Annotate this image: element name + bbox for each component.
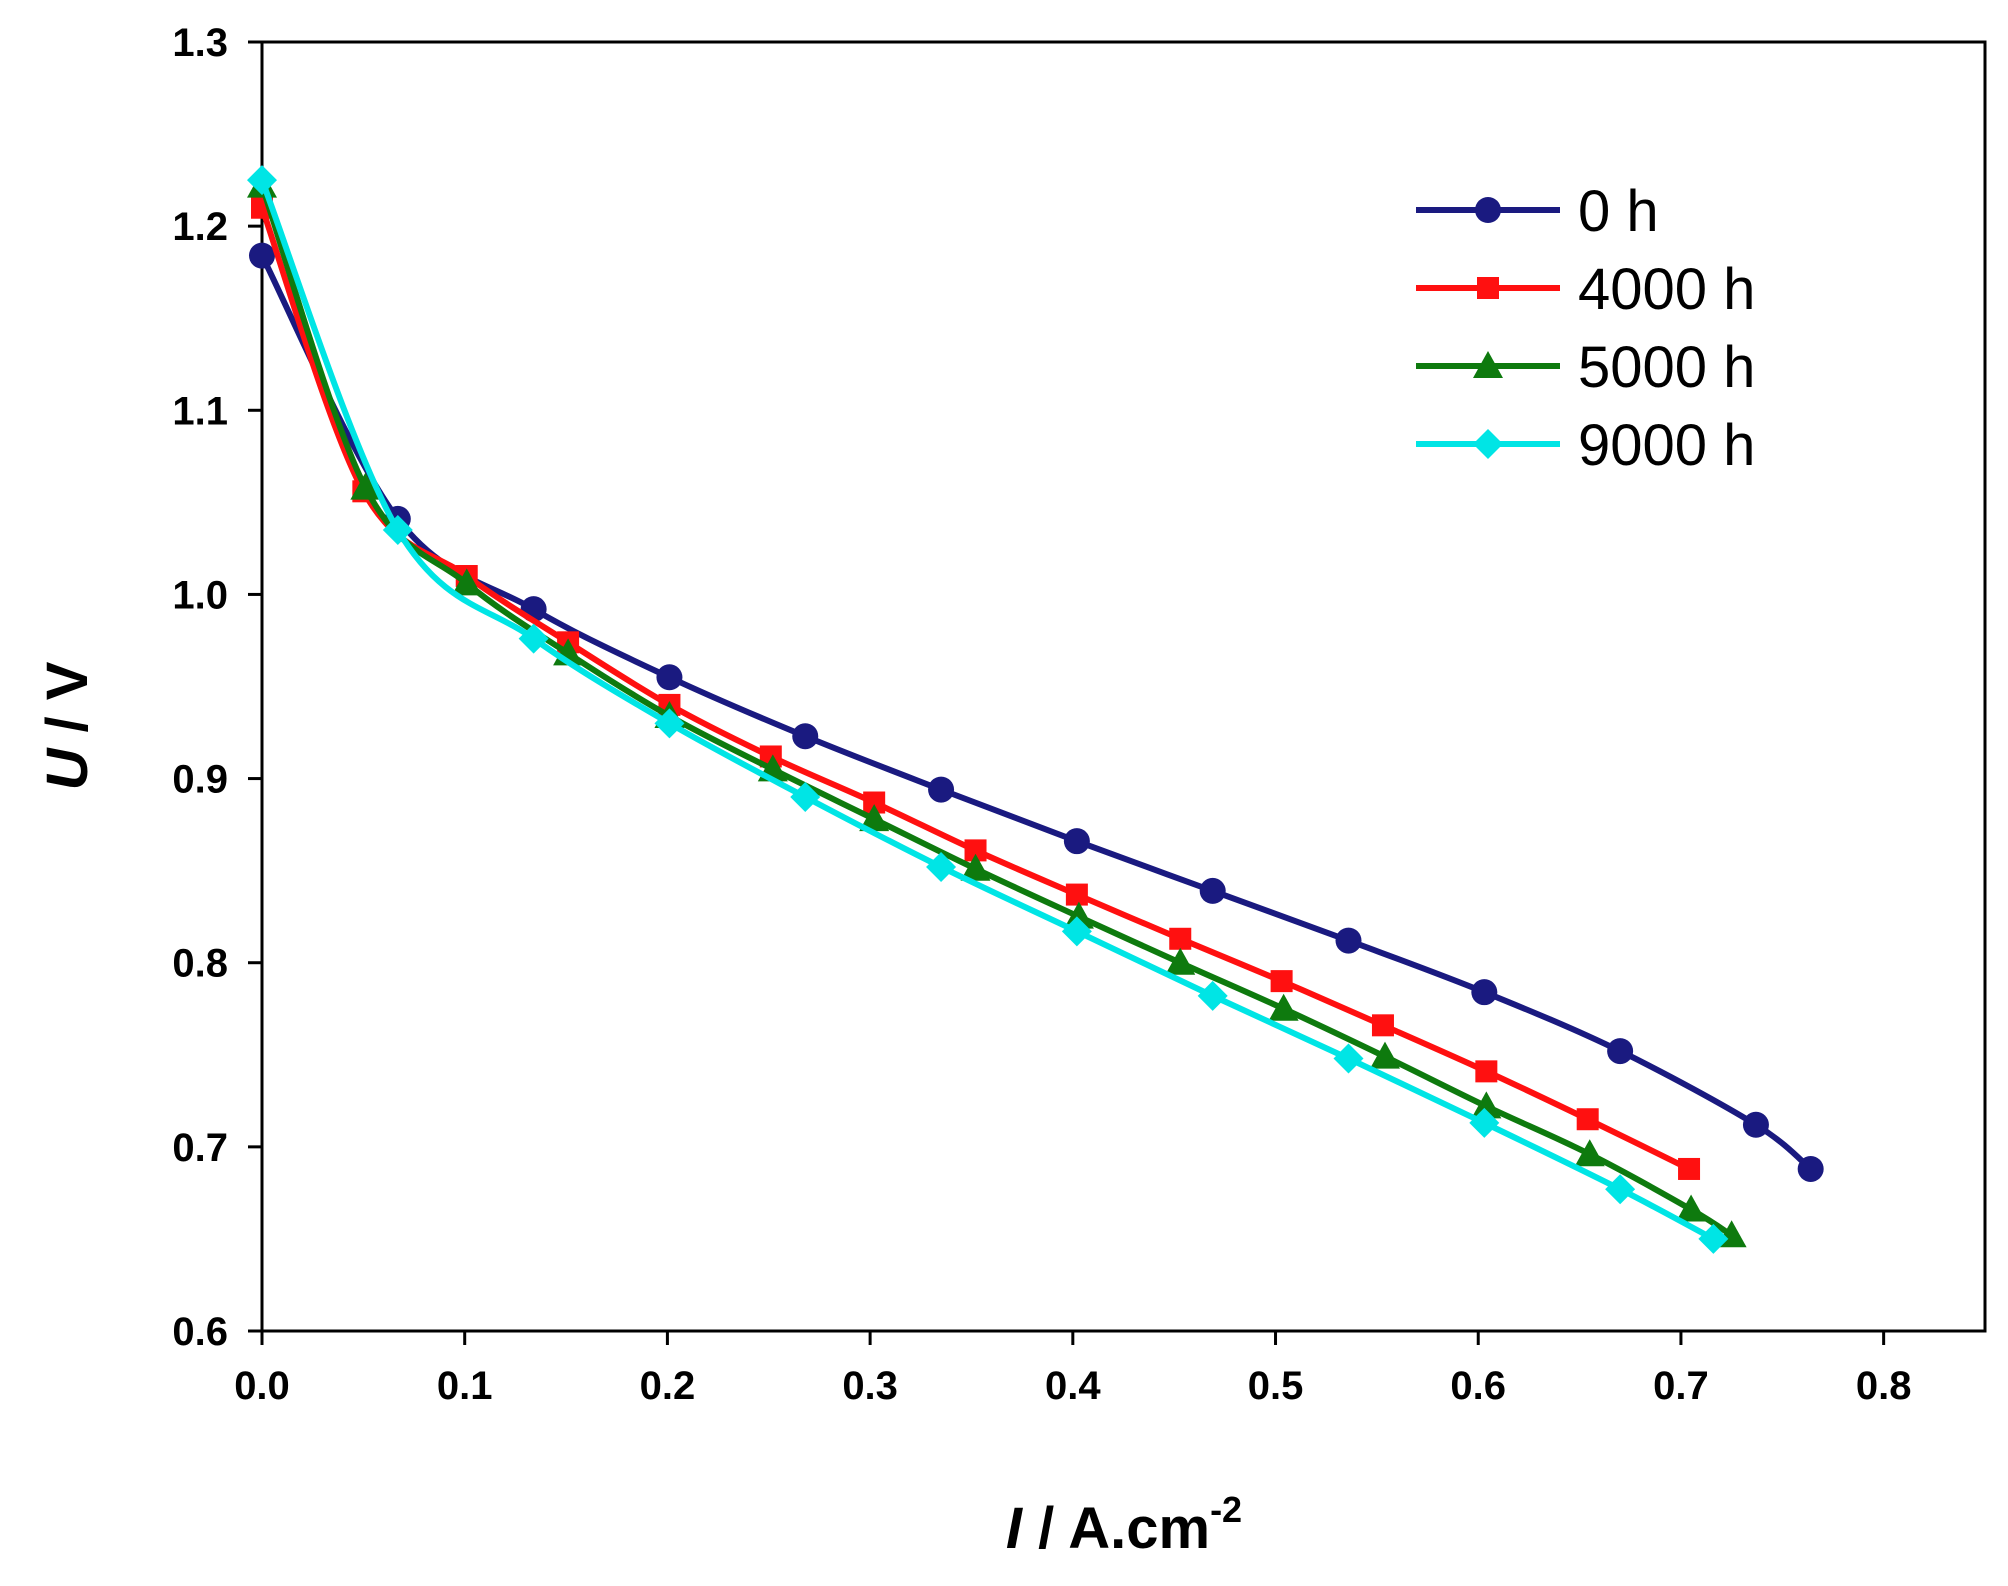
data-point [792,723,819,750]
x-axis-title-sup: -2 [1210,1489,1242,1530]
data-point [1335,927,1362,954]
legend-marker [1473,429,1503,459]
legend-marker [1477,277,1499,299]
y-tick-label: 1.2 [172,205,228,249]
y-tick-label: 0.6 [172,1310,228,1354]
legend-item: 9000 h [1416,413,1755,478]
legend-item: 5000 h [1416,335,1755,400]
series-line [259,206,1691,1172]
data-point [1065,883,1088,906]
data-point [1605,1174,1636,1205]
data-point [859,804,890,832]
x-tick-label: 0.3 [842,1364,898,1408]
y-axis: 0.6 0.7 0.8 0.9 1.0 1.1 1.2 1.3 [172,21,262,1354]
data-point [928,776,955,803]
data-point [1199,877,1226,904]
plot-area [260,40,1987,1333]
x-tick-label: 0.5 [1248,1364,1304,1408]
y-axis-title-italic: U [35,746,100,790]
y-tick-label: 1.1 [172,389,228,433]
series-0-h [249,242,1824,1182]
legend-label: 0 h [1578,179,1659,244]
data-point [1169,927,1192,950]
data-point [350,472,381,500]
data-point [1469,1107,1500,1138]
y-tick-label: 0.9 [172,758,228,802]
x-tick-label: 0.8 [1856,1364,1912,1408]
data-point [1333,1043,1364,1074]
legend-item: 0 h [1416,179,1659,244]
data-point [1698,1223,1729,1254]
data-point [1371,1014,1394,1037]
y-axis-title-rest: / V [35,661,100,748]
y-tick-label: 0.7 [172,1126,228,1170]
x-tick-label: 0.2 [640,1364,696,1408]
data-point [1576,1108,1599,1131]
legend-marker [1475,197,1501,223]
x-axis-title-italic: I [1006,1496,1024,1561]
y-tick-label: 0.8 [172,942,228,986]
y-tick-label: 1.3 [172,21,228,65]
data-point [1471,1091,1502,1119]
legend-label: 5000 h [1578,335,1755,400]
data-point [1676,1194,1707,1222]
data-point [451,568,482,596]
data-point [1165,947,1196,975]
legend-marker [1473,351,1503,378]
data-point [960,853,991,881]
data-point [1742,1111,1769,1138]
x-axis-title: I / A.cm-2 [1006,1489,1242,1561]
data-point [654,708,685,739]
legend: 0 h 4000 h 5000 h 9000 h [1416,179,1755,478]
x-axis: 0.0 0.1 0.2 0.3 0.4 0.5 0.6 0.7 0.8 [234,1331,1911,1408]
data-point [1797,1155,1824,1182]
y-axis-title: U / V [35,661,100,790]
y-tick-label: 1.0 [172,573,228,617]
data-point [249,242,275,269]
legend-label: 9000 h [1578,413,1755,478]
x-tick-label: 0.0 [234,1364,290,1408]
data-point [247,165,277,196]
x-tick-label: 0.6 [1450,1364,1506,1408]
data-point [1061,916,1092,947]
data-point [1574,1139,1605,1167]
x-tick-label: 0.7 [1653,1364,1709,1408]
data-point [1369,1041,1400,1069]
data-point [1063,828,1090,855]
data-point [1471,979,1498,1006]
series-9000-h [247,165,1729,1254]
data-point [1197,980,1228,1011]
data-point [656,664,683,691]
x-tick-label: 0.4 [1045,1364,1101,1408]
x-tick-label: 0.1 [437,1364,493,1408]
series-layer [247,165,1824,1254]
data-point [382,514,413,545]
legend-item: 4000 h [1416,257,1755,322]
data-point [863,791,886,814]
data-point [1270,970,1293,993]
data-point [1268,993,1299,1021]
data-point [1607,1038,1634,1065]
data-point [964,839,987,862]
data-point [790,781,821,812]
data-point [926,851,957,882]
series-line [259,254,1813,1172]
data-point [1678,1157,1701,1180]
legend-label: 4000 h [1578,257,1755,322]
x-axis-title-rest: / A.cm [1022,1496,1210,1561]
data-point [518,623,549,654]
data-point [1475,1060,1498,1083]
